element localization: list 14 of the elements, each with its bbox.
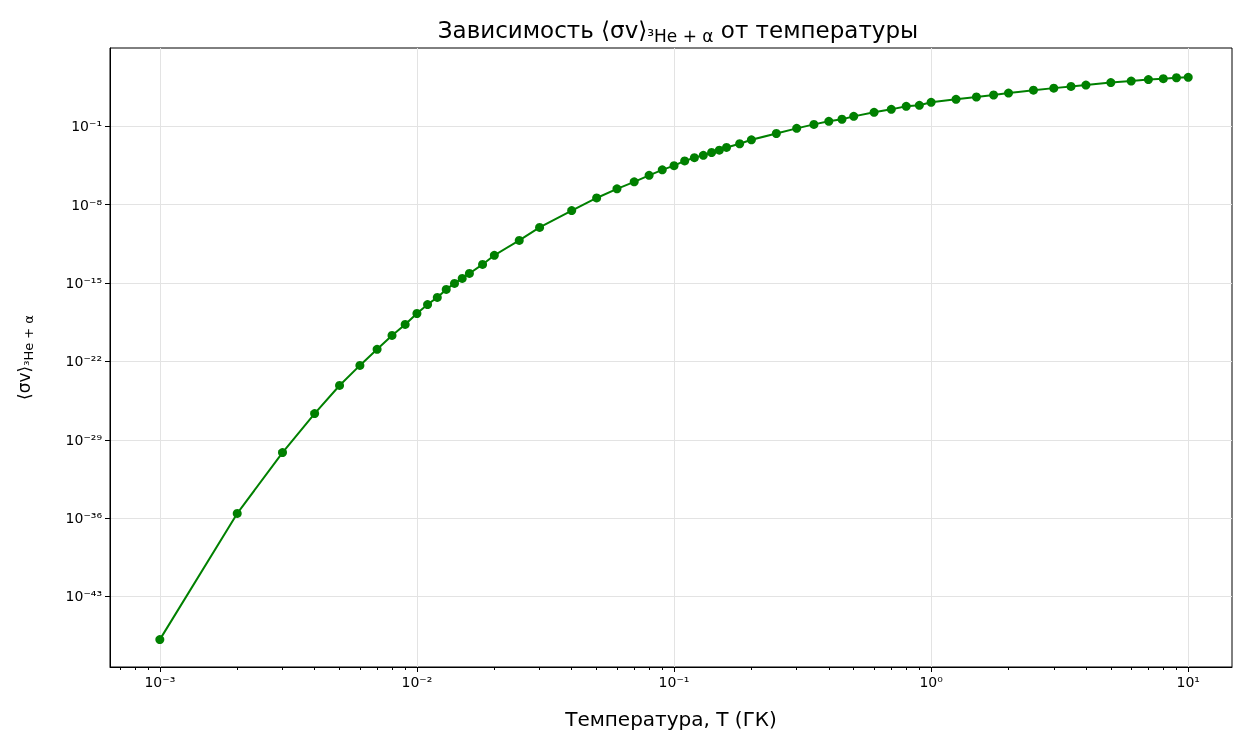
x-axis-title: Температура, T (ГК) (564, 707, 777, 731)
y-tick-label: 10⁻⁴³ (65, 588, 102, 605)
x-tick-label: 10⁰ (919, 674, 944, 690)
y-tick-label: 10⁻¹ (71, 118, 102, 135)
y-tick-label: 10⁻²² (65, 353, 102, 370)
y-tick-label: 10⁻³⁶ (65, 510, 103, 527)
y-axis-title: ⟨σv⟩³He + α (14, 315, 36, 400)
y-tick-label: 10⁻²⁹ (65, 431, 103, 448)
x-tick-label: 10¹ (1176, 674, 1200, 690)
y-tick-label: 10⁻¹⁵ (65, 275, 102, 292)
y-tick-label: 10⁻⁸ (71, 196, 103, 213)
x-tick-label: 10⁻² (401, 674, 433, 690)
x-tick-label: 10⁻³ (144, 674, 176, 690)
x-tick-label: 10⁻¹ (658, 674, 690, 690)
